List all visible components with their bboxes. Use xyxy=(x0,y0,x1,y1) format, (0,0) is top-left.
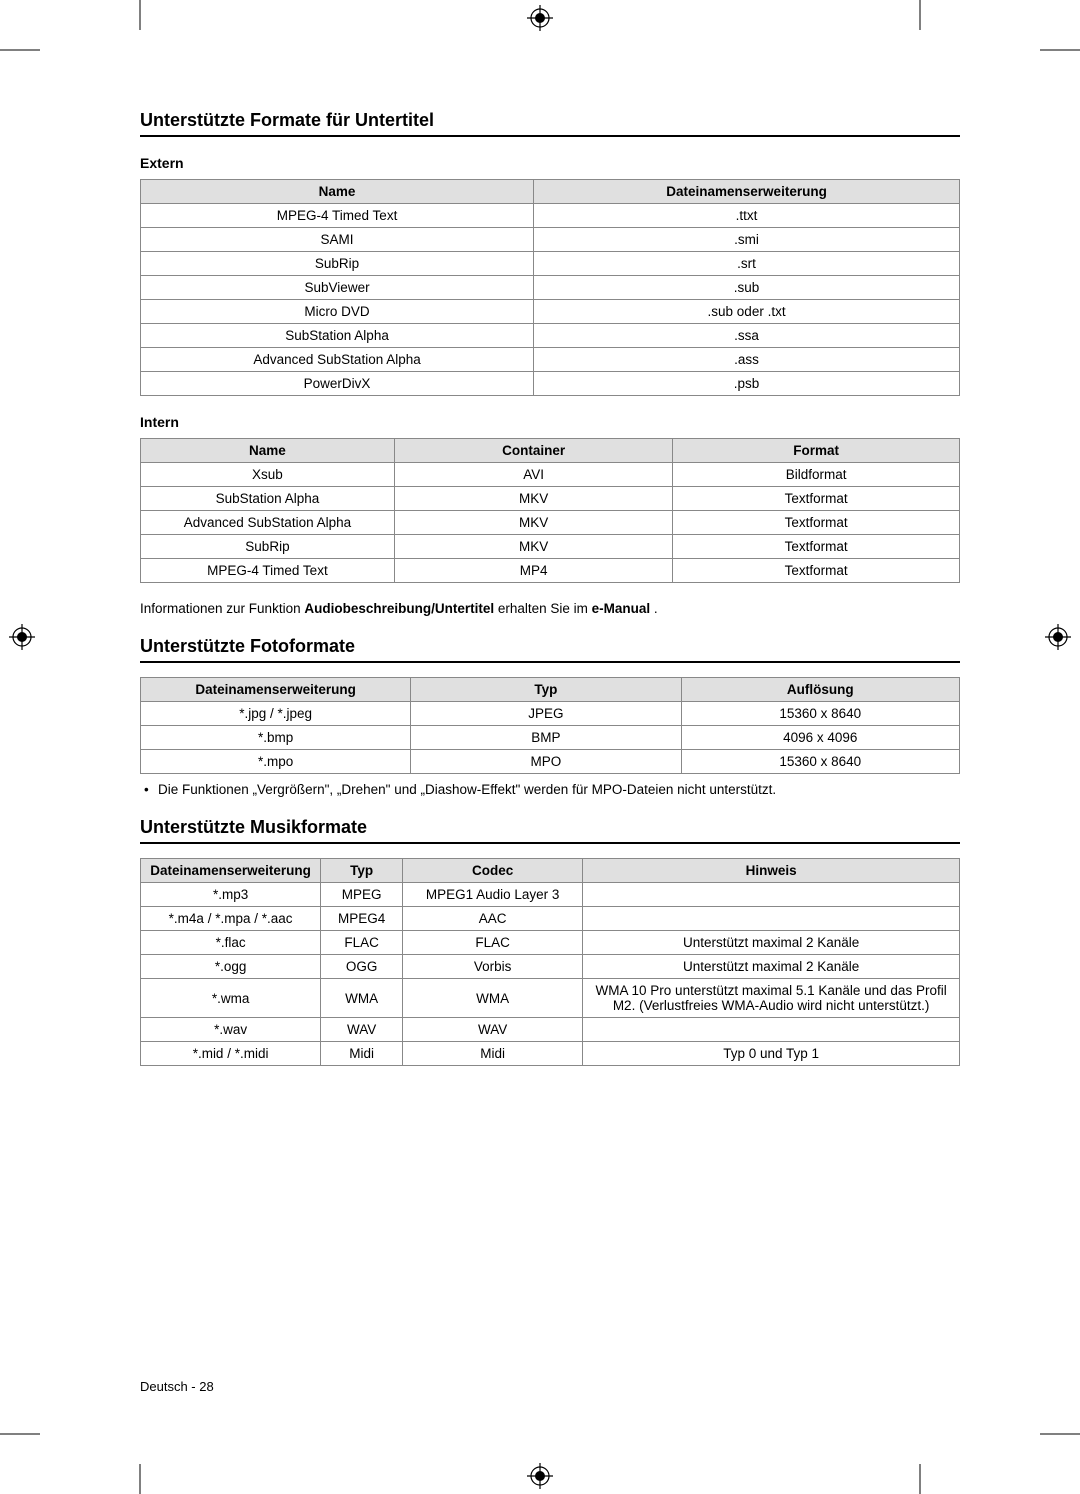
page-footer: Deutsch - 28 xyxy=(140,1379,214,1394)
crop-marks xyxy=(0,0,1080,1494)
photo-note: Die Funktionen „Vergrößern", „Drehen" un… xyxy=(158,782,960,797)
